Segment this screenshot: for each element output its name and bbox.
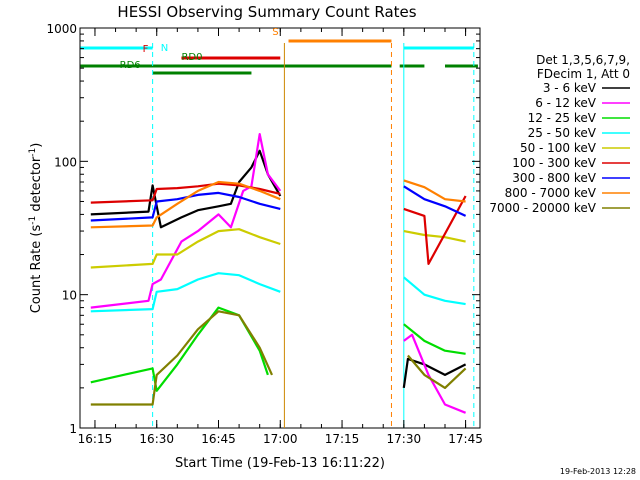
series-line-0-seg-0: [90, 149, 282, 229]
legend-label-0: 3 - 6 keV: [543, 81, 597, 95]
y-axis-label-mid: detector: [29, 156, 44, 216]
footer-timestamp: 19-Feb-2013 12:28: [560, 467, 636, 476]
legend-label-6: 300 - 800 keV: [512, 171, 596, 185]
legend-header-detectors: Det 1,3,5,6,7,9,: [536, 53, 630, 67]
y-tick-label-1: 10: [62, 289, 77, 303]
legend-label-8: 7000 - 20000 keV: [489, 201, 596, 215]
series-line-4-seg-0: [90, 228, 281, 269]
legend-label-1: 6 - 12 keV: [535, 96, 597, 110]
series-line-8-seg-0: [90, 310, 274, 406]
flag-label-f: F: [143, 44, 149, 55]
series-lines: [90, 133, 467, 414]
y-axis-label: Count Rate (s-1 detector-1): [28, 143, 44, 314]
data-gap-markers: [152, 43, 475, 428]
legend-label-5: 100 - 300 keV: [512, 156, 596, 170]
series-line-8-seg-1: [407, 354, 467, 389]
chart-title: HESSI Observing Summary Count Rates: [117, 3, 416, 21]
y-tick-label-2: 100: [54, 155, 77, 169]
y-axis-label-sup1: -1: [28, 216, 38, 225]
series-line-2-seg-1: [403, 323, 466, 355]
series-line-7-seg-0: [90, 180, 281, 229]
x-axis-ticks: 16:15 16:30 16:45 17:00 17:15 17:30 17:45: [78, 28, 483, 446]
series-line-4-seg-1: [403, 230, 466, 243]
x-tick-label-6: 17:45: [448, 432, 483, 446]
y-axis-label-end: ): [29, 143, 44, 148]
x-axis-label: Start Time (19-Feb-13 16:11:22): [175, 456, 385, 471]
y-tick-label-0: 1: [69, 422, 77, 436]
x-tick-label-1: 16:30: [139, 432, 174, 446]
legend-label-2: 12 - 25 keV: [528, 111, 597, 125]
legend-header-decimation: FDecim 1, Att 0: [537, 67, 630, 81]
plot-area: N S F RD0 RD6 16:15 16:30 16:45 17:00 17:15 17:30…: [46, 22, 482, 446]
y-tick-label-3: 1000: [46, 22, 77, 36]
y-axis-label-main: Count Rate (s: [29, 225, 44, 314]
x-tick-label-5: 17:30: [387, 432, 422, 446]
flag-bars: N S F RD0 RD6: [80, 27, 478, 75]
flag-label-s: S: [272, 27, 278, 38]
series-line-1-seg-0: [90, 133, 282, 309]
series-line-3-seg-1: [403, 276, 466, 306]
x-tick-label-0: 16:15: [78, 432, 113, 446]
x-tick-label-3: 17:00: [263, 432, 298, 446]
flag-label-rd0: RD0: [181, 52, 202, 63]
series-line-7-seg-1: [403, 179, 466, 203]
legend-label-3: 25 - 50 keV: [528, 126, 597, 140]
legend: Det 1,3,5,6,7,9, FDecim 1, Att 0 3 - 6 k…: [489, 53, 630, 215]
series-line-3-seg-0: [90, 272, 281, 313]
plot-frame: [79, 27, 481, 429]
series-line-1-seg-1: [403, 333, 467, 414]
flag-label-rd6: RD6: [120, 60, 141, 71]
legend-label-4: 50 - 100 keV: [520, 141, 597, 155]
y-axis-label-sup2: -1: [28, 148, 38, 157]
flag-label-n: N: [161, 43, 168, 54]
x-tick-label-4: 17:15: [325, 432, 360, 446]
series-line-6-seg-1: [403, 185, 467, 217]
legend-label-7: 800 - 7000 keV: [505, 186, 597, 200]
x-tick-label-2: 16:45: [201, 432, 236, 446]
y-axis-ticks: 1 10 100 1000: [46, 22, 480, 436]
series-line-6-seg-0: [90, 191, 281, 222]
series-line-5-seg-1: [403, 195, 467, 265]
